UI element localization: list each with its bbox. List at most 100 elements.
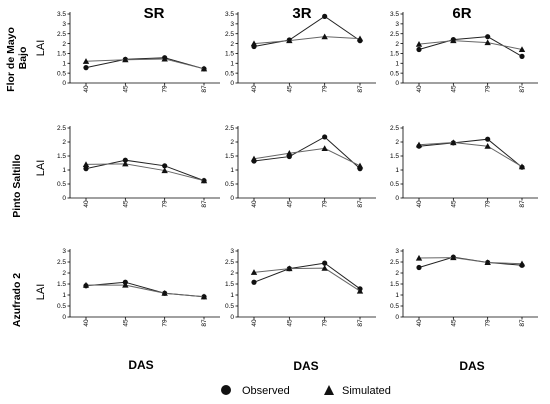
row-label-flor-de-mayo-bajo: Flor de Mayo Bajo (5, 24, 29, 92)
row-label-line: Bajo (17, 47, 29, 70)
x-tick-label: 40 (251, 319, 258, 327)
y-tick-label: 0 (62, 80, 66, 87)
y-tick-label: 2 (395, 41, 399, 48)
observed-series-line (253, 136, 361, 169)
row-label-line: Azufrado 2 (11, 273, 23, 327)
panels: 0 0.5 1 1.5 2 2.5 3 3.5 40 45 79 87 0 0.5 1 1.5 2 2.5 3 3.5… (57, 11, 538, 327)
y-tick-label: 2 (395, 139, 399, 146)
x-tick-label: 87 (519, 319, 526, 327)
y-tick-label: 1 (395, 292, 399, 299)
simulated-point (82, 281, 90, 288)
y-tick-label: 1 (62, 60, 66, 67)
x-axis-label-col2: DAS (293, 359, 318, 373)
x-tick-label: 45 (286, 319, 293, 327)
y-tick-label: 0.5 (57, 70, 66, 77)
y-tick-label: 2.5 (57, 259, 66, 266)
simulated-point (200, 293, 208, 300)
observed-series-line (418, 256, 523, 268)
y-tick-label: 2.5 (390, 259, 399, 266)
simulated-point (286, 265, 293, 272)
observed-point (322, 13, 328, 19)
column-title-sr: SR (144, 5, 165, 22)
legend-observed-label: Observed (242, 385, 290, 397)
y-axis-label-row3: LAI (35, 284, 47, 301)
simulated-point (286, 150, 293, 156)
row-label-azufrado-2: Azufrado 2 (11, 273, 23, 327)
y-tick-label: 2 (62, 41, 66, 48)
y-tick-label: 3 (62, 21, 66, 28)
x-axis-label-col1: DAS (128, 358, 153, 372)
y-tick-label: 0 (230, 80, 234, 87)
simulated-point (122, 160, 129, 167)
observed-point (162, 163, 168, 169)
simulated-point (415, 141, 423, 148)
simulated-point (161, 55, 168, 62)
simulated-point (415, 40, 423, 47)
simulated-point (161, 167, 168, 174)
observed-series-line (253, 262, 361, 290)
y-tick-label: 0 (230, 195, 234, 202)
y-tick-label: 0.5 (225, 181, 234, 188)
y-tick-label: 2.5 (390, 125, 399, 132)
observed-point (485, 34, 491, 40)
y-tick-label: 0 (395, 80, 399, 87)
simulated-point (484, 143, 491, 149)
chart-panel: 0 0.5 1 1.5 2 2.5 3 40 45 79 87 (57, 248, 220, 327)
observed-point (251, 279, 257, 285)
simulated-point (518, 46, 526, 53)
x-tick-label: 79 (322, 319, 329, 327)
simulated-series-line (85, 58, 205, 70)
column-title-6r: 6R (452, 5, 471, 22)
y-tick-label: 2 (395, 270, 399, 277)
observed-point (416, 46, 422, 53)
y-tick-label: 1.5 (57, 281, 66, 288)
y-tick-label: 1.5 (225, 51, 234, 58)
x-tick-label: 40 (83, 200, 90, 208)
simulated-point (321, 33, 328, 40)
y-tick-label: 1 (62, 167, 66, 174)
y-tick-label: 1 (230, 292, 234, 299)
x-tick-label: 40 (251, 85, 258, 93)
x-tick-label: 40 (416, 319, 423, 327)
y-tick-label: 1 (395, 60, 399, 67)
simulated-point (82, 58, 90, 64)
chart-panel: 0 0.5 1 1.5 2 2.5 40 45 79 87 (225, 125, 376, 208)
y-tick-label: 2.5 (390, 31, 399, 38)
y-tick-label: 2.5 (57, 31, 66, 38)
chart-panel: 0 0.5 1 1.5 2 2.5 40 45 79 87 (57, 125, 220, 208)
y-tick-label: 2.5 (225, 259, 234, 266)
y-tick-label: 2 (230, 41, 234, 48)
y-tick-label: 2.5 (57, 125, 66, 132)
y-tick-label: 1.5 (225, 153, 234, 160)
y-tick-label: 3 (62, 248, 66, 255)
simulated-series-line (418, 257, 523, 265)
simulated-point (250, 40, 258, 47)
simulated-point (200, 177, 208, 184)
x-tick-label: 45 (122, 200, 129, 208)
x-tick-label: 40 (416, 200, 423, 208)
row-label-pinto-saltillo: Pinto Saltillo (11, 154, 23, 218)
y-tick-label: 0 (62, 195, 66, 202)
observed-point (322, 134, 328, 140)
legend-simulated-label: Simulated (342, 385, 391, 397)
x-tick-label: 45 (122, 85, 129, 93)
y-tick-label: 1.5 (225, 281, 234, 288)
simulated-point (250, 155, 258, 162)
simulated-series-line (253, 36, 361, 45)
x-tick-label: 79 (485, 85, 492, 93)
x-tick-label: 40 (83, 319, 90, 327)
x-tick-label: 87 (357, 319, 364, 327)
simulated-point (250, 269, 258, 275)
y-tick-label: 2 (62, 270, 66, 277)
simulated-series-line (253, 267, 361, 292)
x-tick-label: 40 (251, 200, 258, 208)
x-tick-label: 45 (450, 85, 457, 93)
simulated-series-line (85, 163, 205, 182)
y-tick-label: 2.5 (225, 31, 234, 38)
y-tick-label: 0.5 (390, 303, 399, 310)
y-tick-label: 0.5 (57, 303, 66, 310)
x-tick-label: 87 (357, 85, 364, 93)
legend: Observed Simulated (221, 385, 391, 397)
x-tick-label: 79 (485, 200, 492, 208)
